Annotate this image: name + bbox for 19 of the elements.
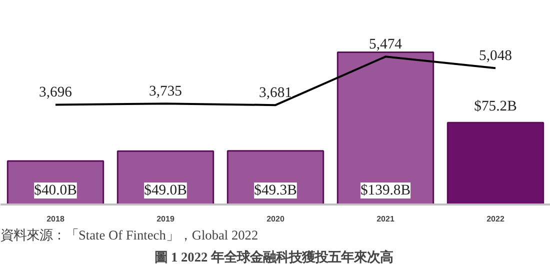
data-label: $40.0B [34,182,78,198]
bar [446,122,544,204]
x-tick-label: 2020 [266,214,285,224]
x-tick-label: 2022 [486,214,505,224]
bar [336,52,434,204]
source-note: 資料來源：「State Of Fintech」，Global 2022 [0,228,258,242]
data-label: 3,735 [149,84,182,100]
data-label: 3,696 [39,84,72,101]
text: 圖 1 2022 年全球金融科技獲投五年來次高 [154,250,394,264]
data-label: 5,048 [479,48,512,64]
data-label: $49.3B [254,182,298,198]
data-label: 5,474 [369,36,403,53]
data-label: $49.0B [144,182,188,198]
x-tick-label: 2021 [376,214,395,224]
data-label: $75.2B [474,98,518,115]
x-tick-label: 2018 [46,214,65,224]
data-label: 3,681 [259,85,292,102]
x-tick-label: 2019 [156,214,175,224]
data-label: $139.8B [360,182,411,198]
